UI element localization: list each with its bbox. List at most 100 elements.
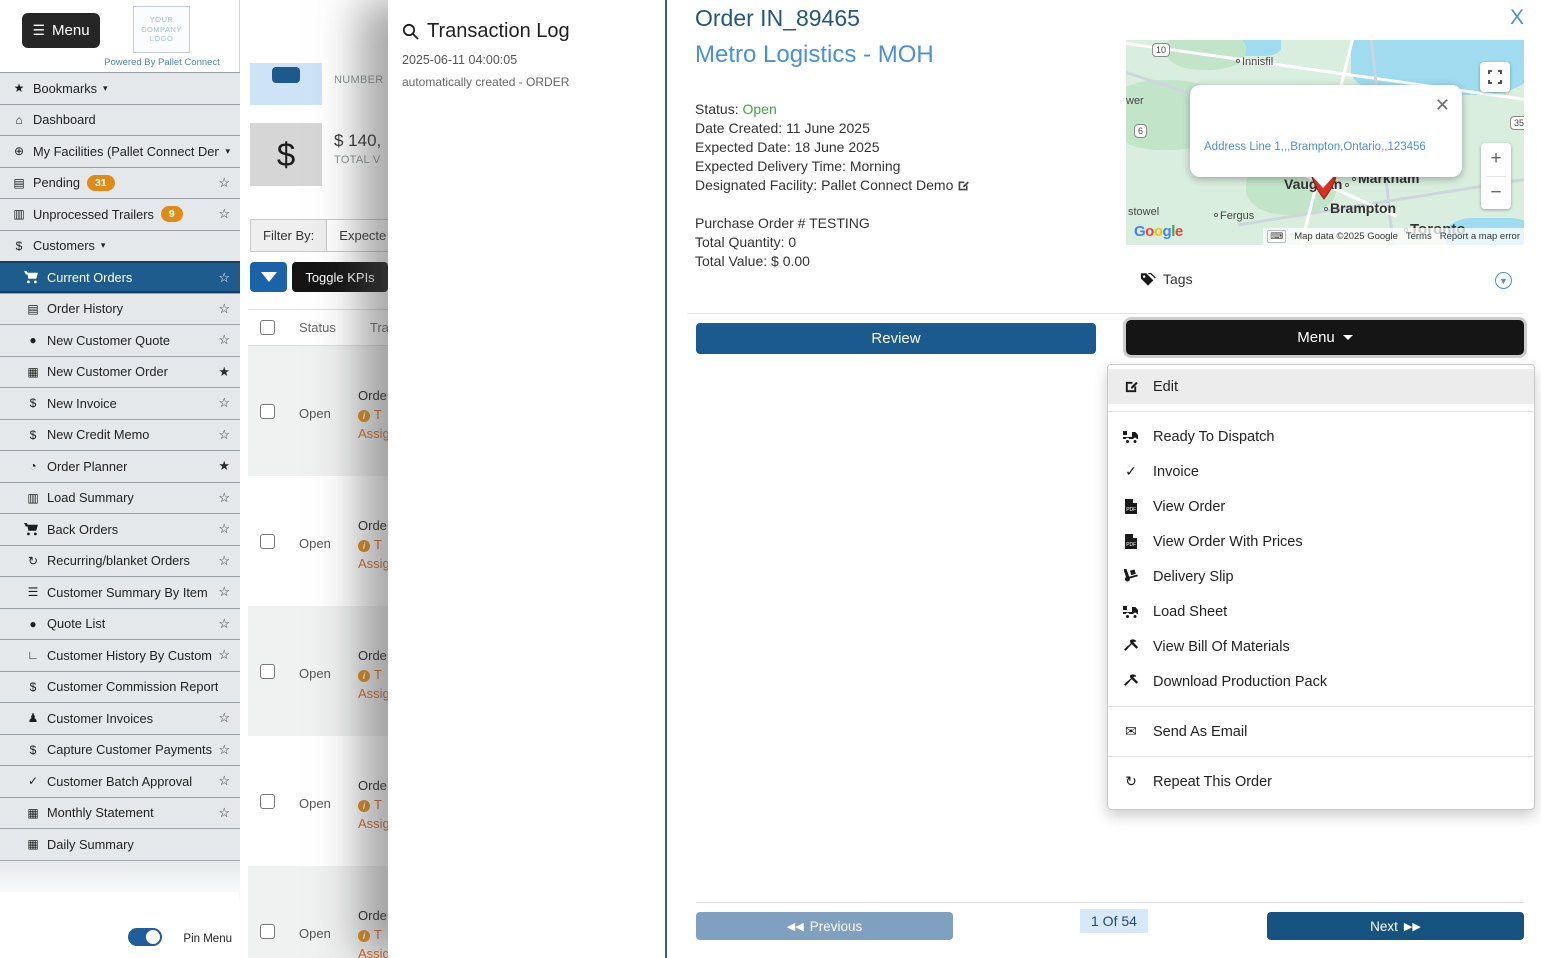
- menu-item-send-as-email[interactable]: ✉ Send As Email: [1108, 714, 1534, 749]
- previous-order-button[interactable]: ◀◀ Previous: [696, 912, 953, 940]
- filter-button[interactable]: [250, 262, 287, 292]
- menu-item-view-bill-of-materials[interactable]: View Bill Of Materials: [1108, 629, 1534, 664]
- sidebar-item-recurring-blanket-orders[interactable]: ↻ Recurring/blanket Orders ☆: [0, 544, 240, 576]
- date-created-value: 11 June 2025: [786, 120, 870, 136]
- table-icon: ▦: [27, 837, 39, 852]
- sidebar-footer: Pin Menu: [0, 902, 240, 958]
- sidebar-item-order-planner[interactable]: ◔ Order Planner ★: [0, 450, 240, 482]
- sidebar-item-order-history[interactable]: ▤ Order History ☆: [0, 292, 240, 324]
- row-checkbox[interactable]: [260, 924, 275, 939]
- kpi-number-label: NUMBER: [334, 74, 384, 86]
- transaction-log-panel: Transaction Log 2025-06-11 04:00:05 auto…: [388, 0, 665, 958]
- next-order-button[interactable]: Next ▶▶: [1267, 912, 1524, 940]
- sidebar-item-customer-invoices[interactable]: ♟ Customer Invoices ☆: [0, 702, 240, 734]
- menu-item-edit[interactable]: Edit: [1108, 369, 1534, 404]
- favorite-star-icon[interactable]: ☆: [218, 174, 230, 190]
- tags-expand-button[interactable]: ▼: [1495, 272, 1512, 289]
- favorite-star-icon[interactable]: ☆: [218, 615, 230, 631]
- favorite-star-icon[interactable]: ☆: [218, 741, 230, 757]
- menu-item-download-production-pack[interactable]: Download Production Pack: [1108, 664, 1534, 699]
- edit-facility-icon[interactable]: [957, 179, 970, 192]
- row-checkbox[interactable]: [260, 794, 275, 809]
- row-checkbox[interactable]: [260, 664, 275, 679]
- menu-item-invoice[interactable]: ✓ Invoice: [1108, 454, 1534, 489]
- sidebar-item-new-invoice[interactable]: $ New Invoice ☆: [0, 387, 240, 419]
- sidebar-item-capture-customer-payments[interactable]: $ Capture Customer Payments ☆: [0, 733, 240, 765]
- map-fullscreen-button[interactable]: [1480, 62, 1510, 92]
- favorite-star-icon[interactable]: ☆: [218, 584, 230, 600]
- menu-item-ready-to-dispatch[interactable]: Ready To Dispatch: [1108, 419, 1534, 454]
- menu-item-view-order-with-prices[interactable]: PDF View Order With Prices: [1108, 524, 1534, 559]
- favorite-star-icon[interactable]: ★: [218, 363, 230, 379]
- favorite-star-icon[interactable]: ☆: [218, 426, 230, 442]
- favorite-star-icon[interactable]: ☆: [218, 710, 230, 726]
- sidebar-item-daily-summary[interactable]: ▦ Daily Summary: [0, 828, 240, 860]
- kpi-card-number[interactable]: NUMBER: [250, 63, 384, 105]
- kpi-card-total-value[interactable]: $ $ 140, TOTAL V: [250, 123, 382, 186]
- sidebar-item-load-summary[interactable]: ▥ Load Summary ☆: [0, 481, 240, 513]
- info-window-close-icon[interactable]: ✕: [1434, 95, 1450, 115]
- keyboard-icon[interactable]: ⌨: [1267, 230, 1287, 243]
- sidebar-item-unprocessed-trailers[interactable]: ▥ Unprocessed Trailers 9 ☆: [0, 198, 240, 230]
- hamburger-icon: ☰: [32, 22, 46, 38]
- sidebar-item-back-orders[interactable]: Back Orders ☆: [0, 513, 240, 545]
- close-modal-button[interactable]: X: [1510, 6, 1525, 29]
- favorite-star-icon[interactable]: ☆: [218, 332, 230, 348]
- sidebar-item-customer-summary-by-item[interactable]: ☰ Customer Summary By Item ☆: [0, 576, 240, 608]
- sidebar-item-dashboard[interactable]: ⌂ Dashboard: [0, 103, 240, 135]
- menu-dropdown-button[interactable]: Menu: [1126, 320, 1524, 355]
- expected-delivery-time-value: Morning: [849, 158, 901, 174]
- favorite-star-icon[interactable]: ☆: [218, 804, 230, 820]
- sidebar-item-customer-batch-approval[interactable]: ✓ Customer Batch Approval ☆: [0, 765, 240, 797]
- sidebar-item-current-orders[interactable]: Current Orders ☆: [0, 261, 240, 293]
- menu-item-delivery-slip[interactable]: Delivery Slip: [1108, 559, 1534, 594]
- select-all-checkbox[interactable]: [260, 320, 275, 335]
- sidebar-item-new-customer-quote[interactable]: ● New Customer Quote ☆: [0, 324, 240, 356]
- favorite-star-icon[interactable]: ☆: [218, 269, 230, 285]
- info-icon: i: [358, 670, 370, 682]
- map-terms-link[interactable]: Terms: [1405, 231, 1432, 242]
- sidebar-item-pending[interactable]: ▤ Pending 31 ☆: [0, 166, 240, 198]
- favorite-star-icon[interactable]: ☆: [218, 552, 230, 568]
- map-report-error-link[interactable]: Report a map error: [1439, 231, 1520, 242]
- favorite-star-icon[interactable]: ☆: [218, 773, 230, 789]
- favorite-star-icon[interactable]: ☆: [218, 647, 230, 663]
- sidebar-item-quote-list[interactable]: ● Quote List ☆: [0, 607, 240, 639]
- delivery-map[interactable]: 10 6 35 Innisfil wer stowel Fergus Vaugh…: [1126, 40, 1524, 245]
- favorite-star-icon[interactable]: ★: [218, 458, 230, 474]
- toggle-kpis-button[interactable]: Toggle KPIs: [292, 262, 388, 292]
- favorite-star-icon[interactable]: ☆: [218, 395, 230, 411]
- google-logo[interactable]: Google: [1134, 223, 1183, 240]
- map-label-brampton: Brampton: [1324, 200, 1396, 216]
- tags-icon: [1140, 272, 1156, 286]
- sidebar-item-new-customer-order[interactable]: ▦ New Customer Order ★: [0, 355, 240, 387]
- pin-menu-toggle[interactable]: [128, 928, 162, 946]
- order-customer-link[interactable]: Metro Logistics - MOH: [695, 41, 934, 68]
- favorite-star-icon[interactable]: ☆: [218, 206, 230, 222]
- sidebar-item-customer-commission-report[interactable]: $ Customer Commission Report: [0, 670, 240, 702]
- panel-divider: [665, 0, 667, 958]
- info-window-address-link[interactable]: Address Line 1,,,Brampton,Ontario,,12345…: [1204, 141, 1426, 153]
- menu-item-repeat-this-order[interactable]: ↻ Repeat This Order: [1108, 764, 1534, 799]
- favorite-star-icon[interactable]: ☆: [218, 521, 230, 537]
- zoom-in-button[interactable]: +: [1490, 148, 1502, 170]
- sidebar-item-customer-history-by-customer[interactable]: ∟ Customer History By Customer ☆: [0, 639, 240, 671]
- favorite-star-icon[interactable]: ☆: [218, 300, 230, 316]
- row-checkbox[interactable]: [260, 534, 275, 549]
- menu-item-load-sheet[interactable]: Load Sheet: [1108, 594, 1534, 629]
- menu-item-view-order[interactable]: PDF View Order: [1108, 489, 1534, 524]
- hamburger-menu-button[interactable]: ☰ Menu: [22, 13, 100, 48]
- favorite-star-icon[interactable]: ☆: [218, 489, 230, 505]
- repeat-icon: ↻: [1125, 773, 1137, 789]
- zoom-out-button[interactable]: −: [1490, 181, 1502, 203]
- map-label-innisfil: Innisfil: [1236, 56, 1273, 68]
- sidebar-item-customers[interactable]: $ Customers ▾: [0, 229, 240, 261]
- sidebar-item-new-credit-memo[interactable]: $ New Credit Memo ☆: [0, 418, 240, 450]
- sidebar-item-my-facilities[interactable]: ⊕ My Facilities (Pallet Connect Demo ) ▾: [0, 135, 240, 167]
- sidebar-item-monthly-statement[interactable]: ▦ Monthly Statement ☆: [0, 796, 240, 828]
- row-checkbox[interactable]: [260, 404, 275, 419]
- review-button[interactable]: Review: [696, 323, 1096, 354]
- sidebar-item-bookmarks[interactable]: ★ Bookmarks ▾: [0, 72, 240, 104]
